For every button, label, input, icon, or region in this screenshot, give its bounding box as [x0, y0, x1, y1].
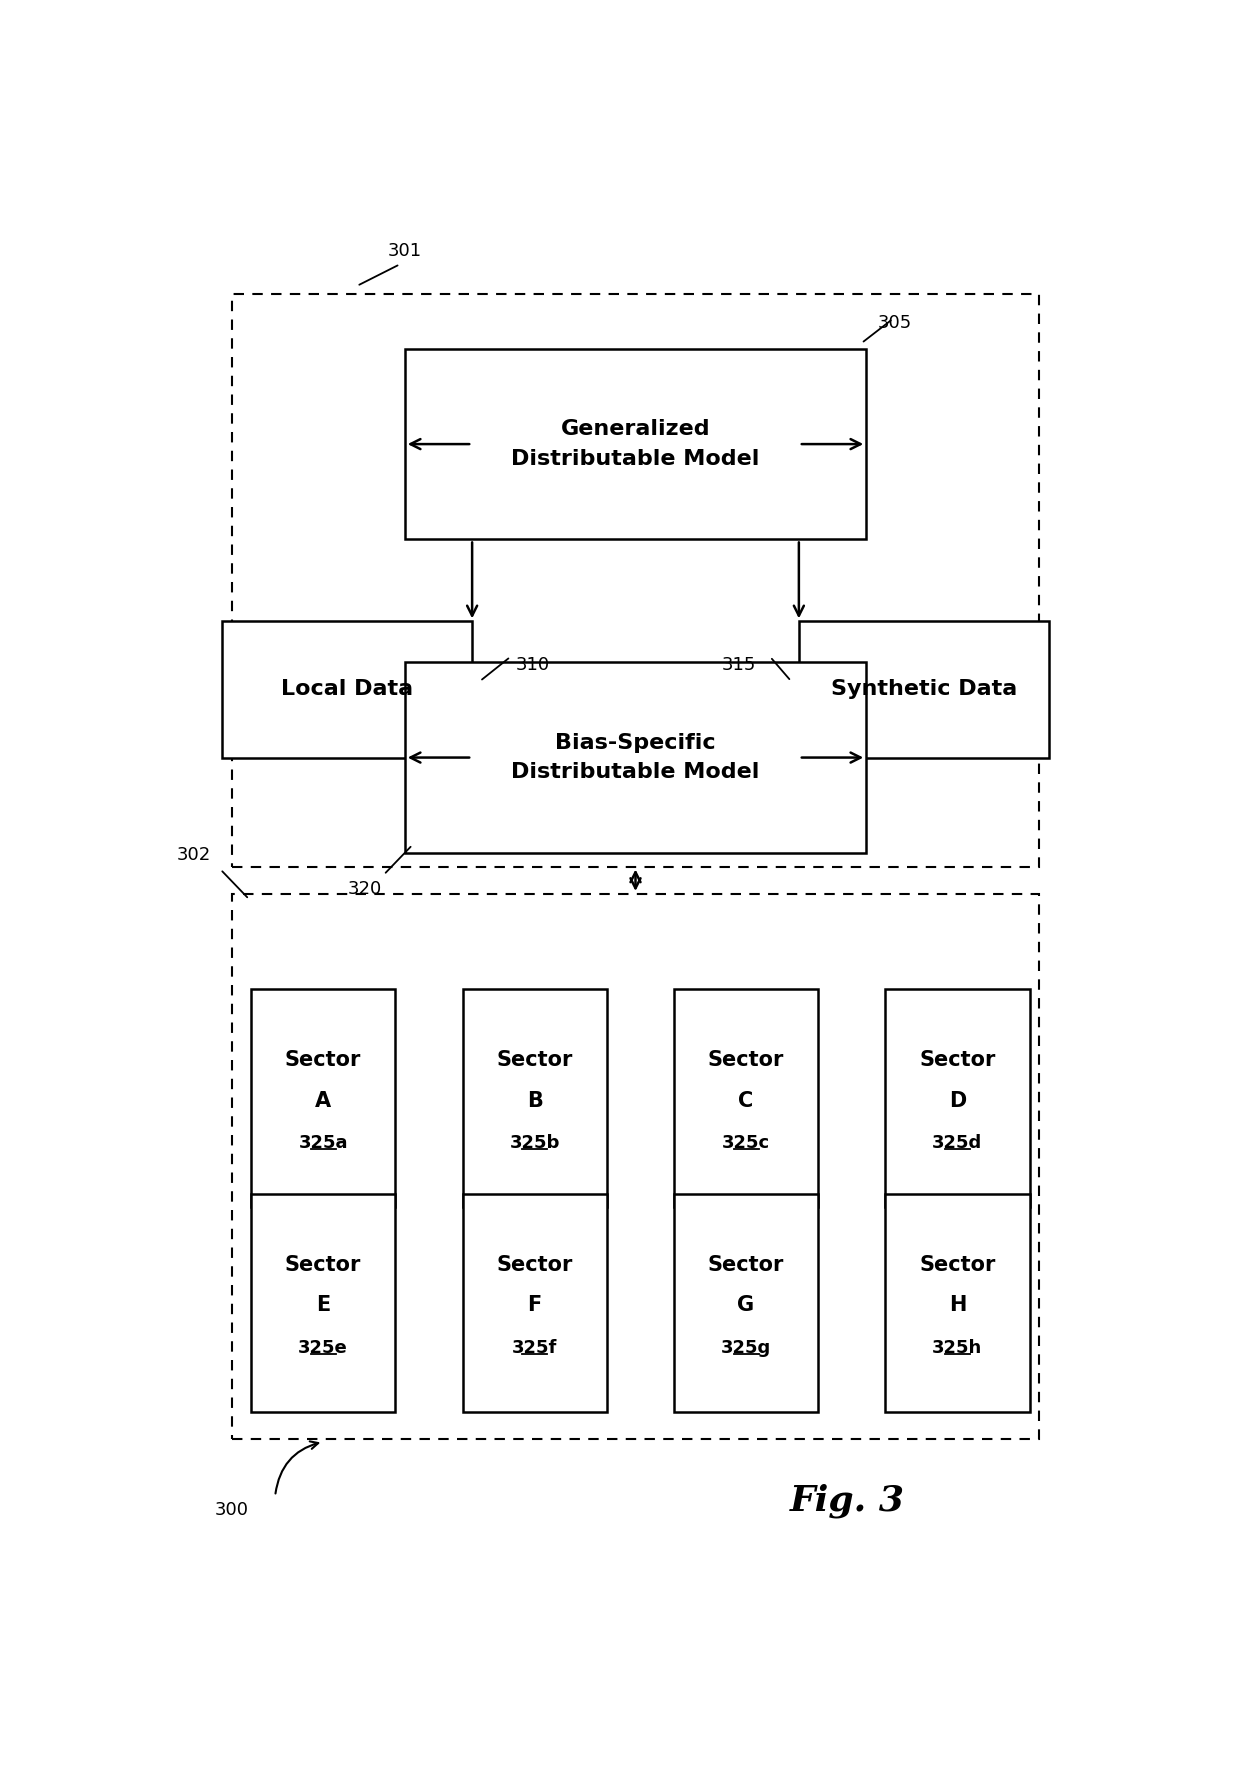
Bar	[885, 1193, 1029, 1412]
Text: E: E	[316, 1296, 330, 1315]
Text: 300: 300	[215, 1501, 249, 1519]
Text: F: F	[527, 1296, 542, 1315]
Text: 305: 305	[878, 315, 911, 333]
Text: Generalized
Distributable Model: Generalized Distributable Model	[511, 419, 760, 469]
Text: D: D	[949, 1090, 966, 1112]
Text: H: H	[949, 1296, 966, 1315]
Text: Sector: Sector	[708, 1255, 784, 1274]
Text: 315: 315	[722, 657, 755, 674]
Bar	[404, 662, 866, 853]
Bar	[250, 989, 396, 1207]
Text: Sector: Sector	[285, 1255, 361, 1274]
Text: Synthetic Data: Synthetic Data	[831, 680, 1017, 699]
Text: 325d: 325d	[932, 1135, 982, 1152]
Text: Sector: Sector	[496, 1050, 573, 1071]
Text: G: G	[738, 1296, 755, 1315]
FancyArrowPatch shape	[275, 1441, 319, 1494]
Text: 325f: 325f	[512, 1338, 557, 1356]
Text: 325g: 325g	[720, 1338, 771, 1356]
Bar	[675, 1193, 818, 1412]
Bar	[232, 894, 1039, 1439]
Text: Sector: Sector	[285, 1050, 361, 1071]
Text: Fig. 3: Fig. 3	[790, 1483, 904, 1517]
Text: 301: 301	[388, 242, 422, 260]
Bar	[463, 989, 606, 1207]
Text: 310: 310	[516, 657, 549, 674]
Text: A: A	[315, 1090, 331, 1112]
Text: 320: 320	[347, 880, 382, 897]
Text: Sector: Sector	[919, 1255, 996, 1274]
Text: Local Data: Local Data	[281, 680, 413, 699]
Bar	[885, 989, 1029, 1207]
Bar	[404, 349, 866, 540]
Text: Sector: Sector	[708, 1050, 784, 1071]
Bar	[799, 621, 1049, 758]
Text: 325b: 325b	[510, 1135, 559, 1152]
Bar	[222, 621, 472, 758]
Bar	[463, 1193, 606, 1412]
Text: 325e: 325e	[299, 1338, 348, 1356]
Text: C: C	[738, 1090, 754, 1112]
Bar	[250, 1193, 396, 1412]
Text: 302: 302	[176, 846, 211, 864]
Text: 325h: 325h	[932, 1338, 982, 1356]
Text: 325c: 325c	[722, 1135, 770, 1152]
Bar	[232, 294, 1039, 867]
Bar	[675, 989, 818, 1207]
Text: Bias-Specific
Distributable Model: Bias-Specific Distributable Model	[511, 733, 760, 782]
Text: 325a: 325a	[299, 1135, 348, 1152]
Text: Sector: Sector	[919, 1050, 996, 1071]
Text: B: B	[527, 1090, 543, 1112]
Text: Sector: Sector	[496, 1255, 573, 1274]
